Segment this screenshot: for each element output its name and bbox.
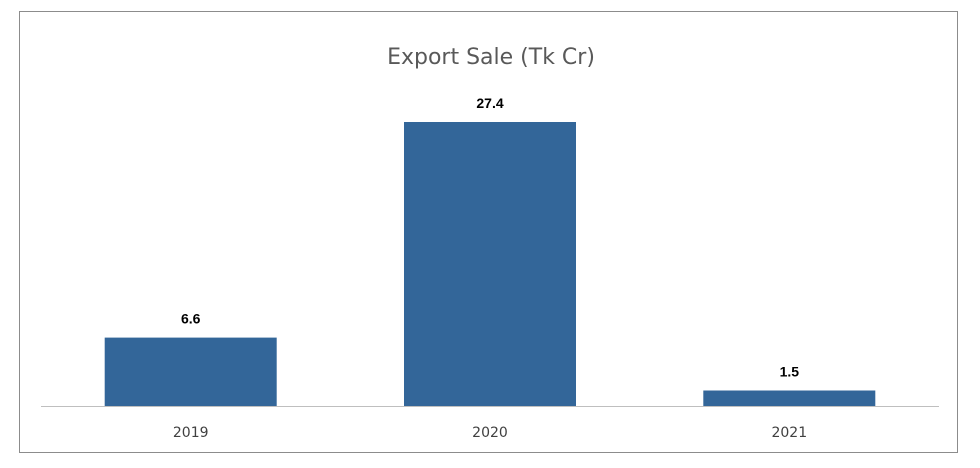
bar-2019	[104, 337, 277, 406]
data-labels-group: 6.6 27.4 1.5	[181, 95, 799, 380]
x-tick-label-2021: 2021	[771, 425, 807, 441]
data-label-2019: 6.6	[181, 311, 201, 327]
bar-2020	[404, 122, 576, 406]
bars-group	[104, 122, 876, 406]
data-label-2021: 1.5	[780, 364, 800, 380]
bar-2021	[703, 390, 876, 406]
data-label-2020: 27.4	[476, 95, 503, 111]
x-tick-label-2019: 2019	[173, 425, 209, 441]
x-tick-labels: 2019 2020 2021	[173, 425, 807, 441]
x-tick-label-2020: 2020	[472, 425, 508, 441]
chart-title: Export Sale (Tk Cr)	[387, 45, 595, 70]
